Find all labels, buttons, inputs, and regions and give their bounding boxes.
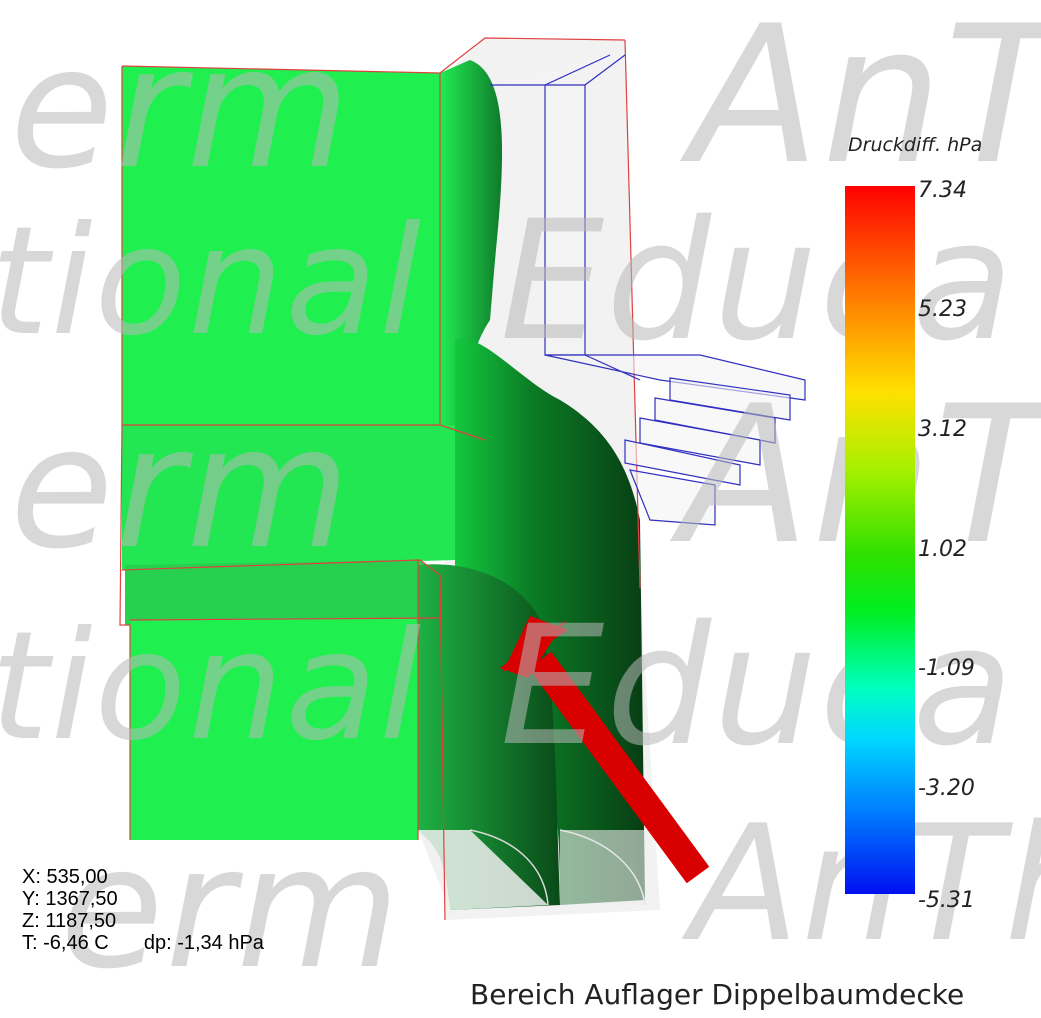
color-scale-bar (845, 186, 915, 894)
legend-tick: -1.09 (918, 656, 975, 681)
upper-block (122, 66, 440, 425)
stair-wireframe (490, 54, 806, 526)
probe-readout: X: 535,00 Y: 1367,50 Z: 1187,50 T: -6,46… (22, 866, 264, 954)
legend-tick: -3.20 (918, 776, 975, 801)
legend-tick: 3.12 (918, 417, 967, 442)
red-outline (119, 37, 641, 921)
legend-tick: 1.02 (918, 537, 967, 562)
legend-title: Druckdiff. hPa (848, 134, 983, 156)
legend-tick: 5.23 (918, 297, 967, 322)
lower-band (125, 560, 440, 625)
red-arrow (500, 616, 710, 884)
probe-temperature: T: -6,46 C (22, 932, 109, 954)
legend-tick: 7.34 (918, 178, 967, 203)
caption: Bereich Auflager Dippelbaumdecke (470, 978, 965, 1011)
legend-tick: -5.31 (918, 888, 975, 913)
probe-pressure-diff: dp: -1,34 hPa (143, 932, 264, 954)
probe-z: Z: 1187,50 (22, 910, 117, 932)
middle-slab (122, 425, 455, 570)
central-shaft (455, 338, 645, 905)
probe-t-dp: T: -6,46 C dp: -1,34 hPa (22, 932, 264, 954)
lower-block (130, 618, 418, 840)
probe-y: Y: 1367,50 (22, 888, 118, 910)
probe-x: X: 535,00 (22, 866, 108, 888)
